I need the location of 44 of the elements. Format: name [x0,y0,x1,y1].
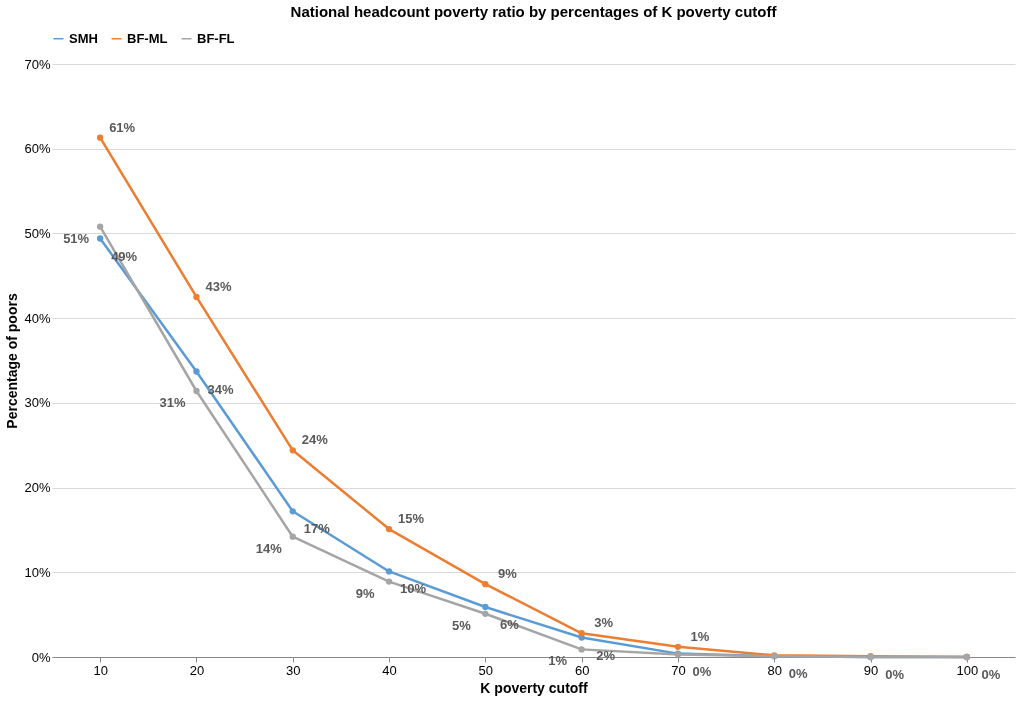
y-tick-label: 40% [24,310,51,326]
chart-title: National headcount poverty ratio by percentages of K poverty cutoff [290,3,778,20]
x-tick-label: 20 [189,662,205,678]
data-label: 31% [159,395,186,410]
data-label: 5% [451,617,472,633]
data-label: 1% [690,628,710,644]
data-label: 9% [497,566,518,582]
x-tick-label: 70 [671,662,686,678]
x-axis-title: K poverty cutoff [480,679,588,696]
x-tick-label: 100 [956,662,979,678]
x-tick-label: 30 [286,662,301,678]
x-tick-label: 50 [478,662,494,678]
data-label: 9% [355,585,375,601]
data-label: 24% [301,432,329,448]
data-label: 0% [692,663,712,679]
data-label: 1% [548,653,568,669]
legend-label: SMH [69,30,98,46]
x-tick-label: 40 [382,662,397,678]
y-tick-label: 60% [24,141,51,157]
data-label: 34% [207,381,234,397]
y-tick-label: 10% [24,564,51,580]
x-tick-label: 80 [767,662,782,678]
y-tick-label: 30% [24,395,51,411]
x-tick-label: 10 [93,662,108,678]
data-label: 43% [205,278,232,294]
y-tick-label: 0% [31,649,51,665]
legend-label: BF-FL [197,30,235,46]
y-tick-label: 50% [24,225,51,241]
legend-label: BF-ML [127,30,168,46]
data-label: 61% [109,119,136,135]
data-label: 15% [398,511,425,527]
data-label: 51% [63,230,90,246]
data-label: 3% [594,615,614,631]
x-tick-label: 90 [863,662,879,678]
x-tick-label: 60 [574,662,590,678]
data-label: 0% [788,666,809,682]
data-label: 0% [885,667,905,682]
y-tick-label: 70% [24,56,51,72]
data-label: 0% [981,667,1001,682]
data-label: 6% [499,617,520,633]
data-label: 14% [255,540,283,556]
data-label: 10% [400,581,427,597]
y-axis-title: Percentage of poors [4,293,21,429]
y-tick-label: 20% [24,480,51,496]
